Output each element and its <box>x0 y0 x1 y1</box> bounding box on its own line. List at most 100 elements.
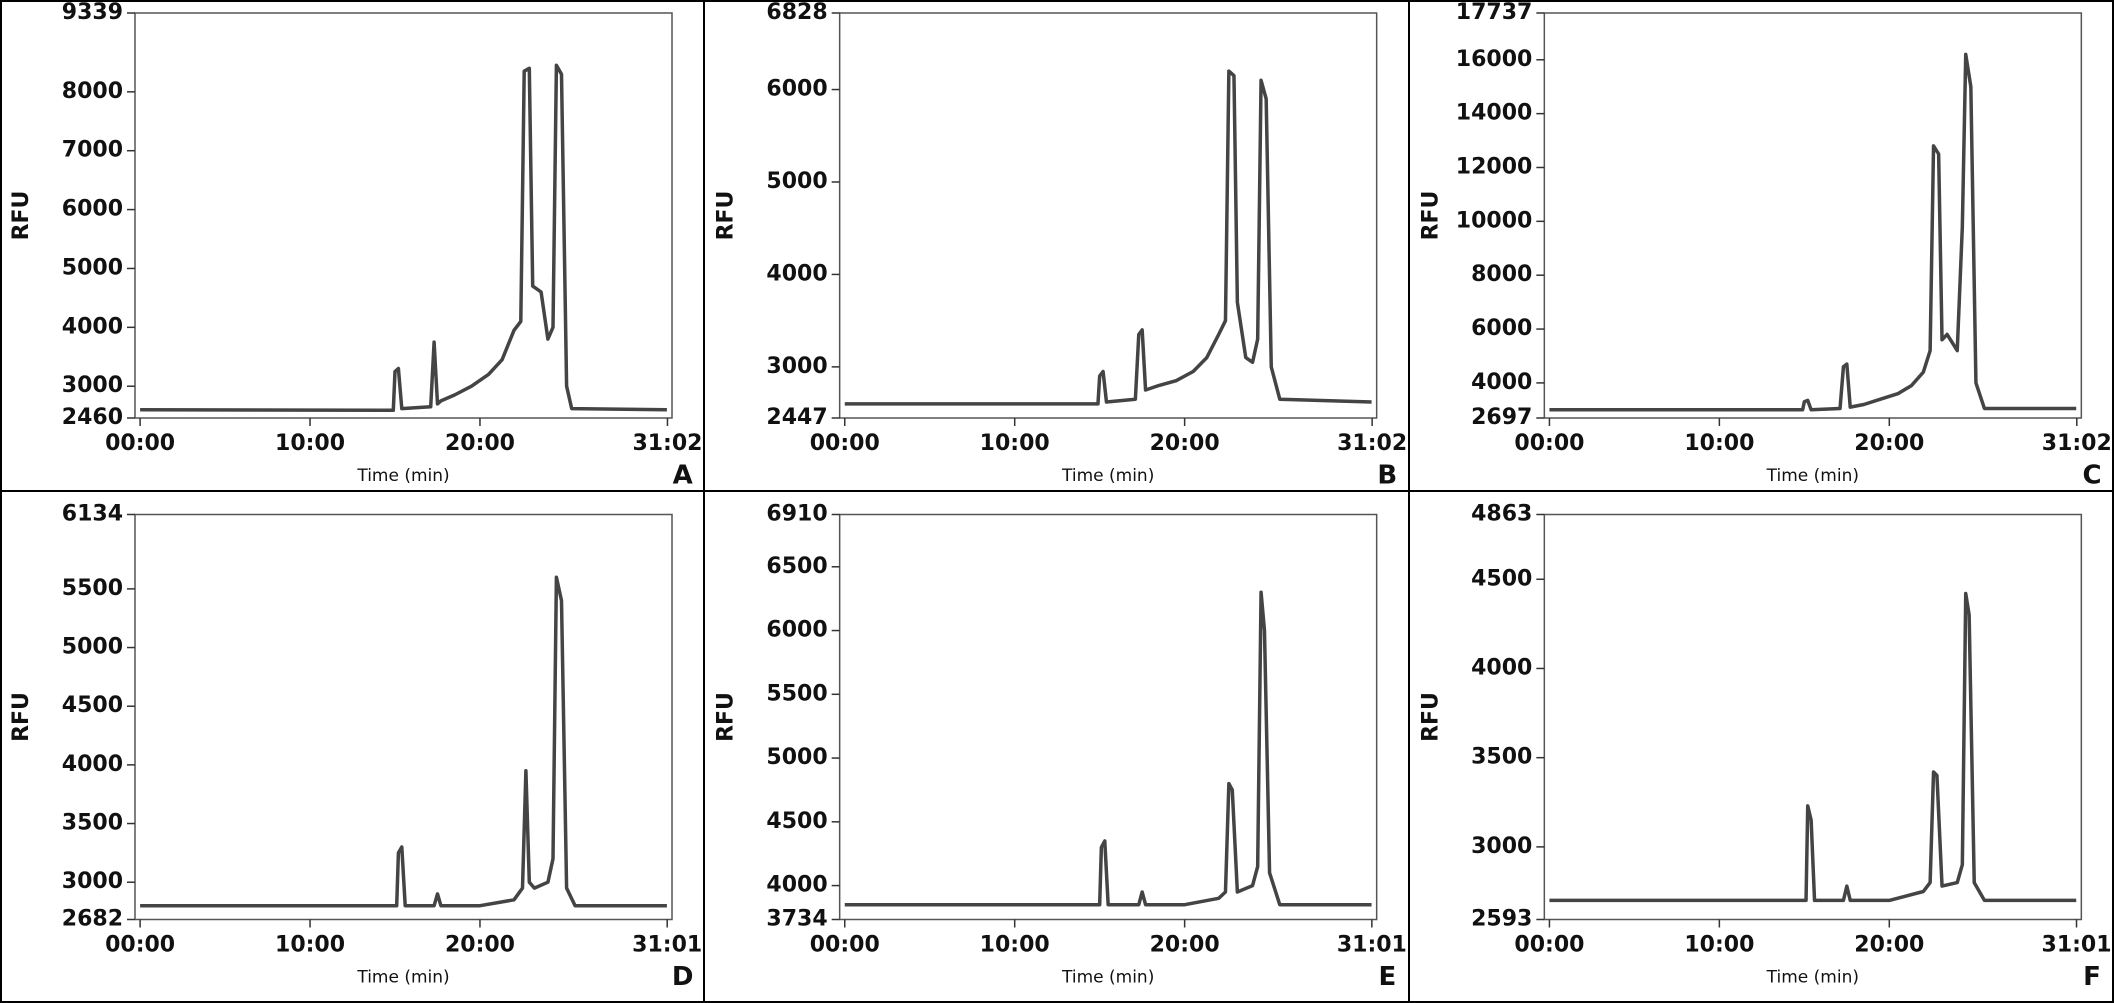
y-tick-label: 17737 <box>1456 0 1533 25</box>
plot-frame <box>838 513 1378 921</box>
panel-label: A <box>673 461 693 491</box>
y-tick-label: 5000 <box>766 745 827 770</box>
y-axis-label: RFU <box>714 191 739 241</box>
y-tick-label: 4000 <box>62 752 123 777</box>
y-tick-label: 3734 <box>766 907 827 932</box>
panel-label: B <box>1377 461 1397 491</box>
x-tick-label: 31:01 <box>1337 933 1407 958</box>
plot-frame <box>134 513 673 921</box>
y-tick-label: 12000 <box>1456 154 1533 179</box>
y-axis-label: RFU <box>1418 191 1443 241</box>
y-tick-label: 5500 <box>766 681 827 706</box>
y-tick-label: 4863 <box>1471 502 1532 527</box>
x-tick-label: 10:00 <box>980 431 1050 456</box>
y-tick-label: 2697 <box>1471 405 1532 430</box>
y-tick-label: 4000 <box>766 873 827 898</box>
y-tick-label: 10000 <box>1456 208 1533 233</box>
y-tick-label: 5000 <box>766 169 827 194</box>
plot-frame <box>134 12 673 419</box>
panel: 2593 3000 3500 4000 4500 4863 00:00 10:00 20:00 3… <box>1418 502 2111 993</box>
y-tick-label: 14000 <box>1456 101 1533 126</box>
x-axis-label: Time (min) <box>1766 968 1859 988</box>
y-tick-label: 6500 <box>766 554 827 579</box>
x-tick-label: 31:02 <box>632 431 702 456</box>
y-tick-label: 5500 <box>62 576 123 601</box>
y-tick-label: 6000 <box>766 77 827 102</box>
x-tick-label: 20:00 <box>445 431 515 456</box>
x-tick-label: 00:00 <box>1514 933 1584 958</box>
plot-frame <box>1543 12 2083 419</box>
x-tick-label: 31:02 <box>2042 431 2112 456</box>
y-tick-label: 3000 <box>1471 834 1532 859</box>
x-axis-label: Time (min) <box>1061 968 1154 988</box>
y-tick-label: 4500 <box>766 809 827 834</box>
y-tick-label: 4000 <box>1471 655 1532 680</box>
trace <box>140 575 667 908</box>
x-tick-label: 00:00 <box>810 933 880 958</box>
y-tick-label: 4000 <box>1471 370 1532 395</box>
y-tick-label: 6134 <box>62 502 123 527</box>
panel: 2697 4000 6000 8000 10000 12000 14000 16000 1773… <box>1418 0 2111 491</box>
y-tick-label: 4000 <box>62 314 123 339</box>
x-tick-label: 10:00 <box>275 933 345 958</box>
y-tick-label: 5000 <box>62 255 123 280</box>
y-tick-label: 16000 <box>1456 47 1533 72</box>
panel-label: E <box>1378 962 1396 992</box>
y-tick-label: 6000 <box>1471 316 1532 341</box>
y-tick-label: 2682 <box>62 907 123 932</box>
y-axis-label: RFU <box>9 191 34 241</box>
x-tick-label: 00:00 <box>105 431 175 456</box>
x-tick-label: 20:00 <box>1150 933 1220 958</box>
x-tick-label: 00:00 <box>1514 431 1584 456</box>
y-tick-label: 6000 <box>766 618 827 643</box>
plot-frame <box>838 12 1378 419</box>
trace <box>1549 591 2077 903</box>
x-tick-label: 31:01 <box>632 933 702 958</box>
y-tick-label: 9339 <box>62 0 123 25</box>
y-tick-label: 3000 <box>62 869 123 894</box>
x-tick-label: 00:00 <box>105 933 175 958</box>
y-tick-label: 6910 <box>766 502 827 527</box>
panel-label: C <box>2082 461 2101 491</box>
y-tick-label: 7000 <box>62 138 123 163</box>
panel-label: F <box>2083 962 2101 992</box>
x-tick-label: 10:00 <box>1684 431 1754 456</box>
x-tick-label: 00:00 <box>810 431 880 456</box>
y-tick-label: 2460 <box>62 405 123 430</box>
panel: 2460 3000 4000 5000 6000 7000 8000 9339 00:00 10:… <box>9 0 702 491</box>
y-tick-label: 5000 <box>62 635 123 660</box>
y-axis-label: RFU <box>1418 692 1443 742</box>
x-tick-label: 20:00 <box>445 933 515 958</box>
trace <box>140 63 667 413</box>
y-tick-label: 4500 <box>1471 566 1532 591</box>
trace <box>1549 52 2077 412</box>
x-tick-label: 10:00 <box>1684 933 1754 958</box>
panel: 2682 3000 3500 4000 4500 5000 5500 6134 00:00 10:… <box>9 502 702 993</box>
panel: 2447 3000 4000 5000 6000 6828 00:00 10:00 20:00 3… <box>714 0 1407 491</box>
y-tick-label: 6000 <box>62 197 123 222</box>
plot-frame <box>1543 513 2083 921</box>
y-tick-label: 2593 <box>1471 907 1532 932</box>
y-axis-label: RFU <box>9 692 34 742</box>
x-tick-label: 10:00 <box>275 431 345 456</box>
y-tick-label: 4500 <box>62 693 123 718</box>
x-tick-label: 10:00 <box>980 933 1050 958</box>
x-tick-label: 20:00 <box>1854 431 1924 456</box>
x-tick-label: 31:01 <box>2042 933 2112 958</box>
x-tick-label: 20:00 <box>1854 933 1924 958</box>
x-axis-label: Time (min) <box>1766 466 1859 486</box>
y-tick-label: 2447 <box>766 405 827 430</box>
trace <box>844 69 1372 406</box>
x-axis-label: Time (min) <box>356 968 449 988</box>
y-tick-label: 4000 <box>766 261 827 286</box>
trace <box>844 590 1372 907</box>
x-axis-label: Time (min) <box>356 466 449 486</box>
x-axis-label: Time (min) <box>1061 466 1154 486</box>
y-axis-label: RFU <box>714 692 739 742</box>
x-tick-label: 20:00 <box>1150 431 1220 456</box>
y-tick-label: 3500 <box>1471 745 1532 770</box>
y-tick-label: 3500 <box>62 811 123 836</box>
panel-label: D <box>672 962 694 992</box>
